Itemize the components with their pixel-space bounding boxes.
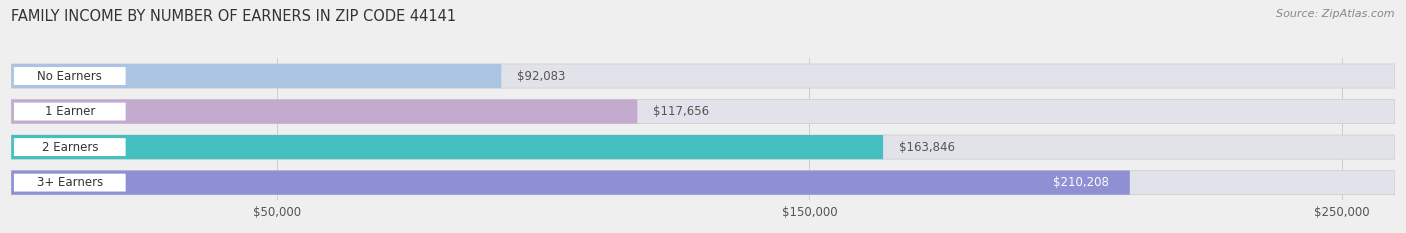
FancyBboxPatch shape: [11, 99, 637, 124]
FancyBboxPatch shape: [11, 135, 883, 159]
Text: No Earners: No Earners: [38, 69, 103, 82]
Text: $92,083: $92,083: [517, 69, 565, 82]
FancyBboxPatch shape: [14, 174, 125, 192]
Text: $210,208: $210,208: [1053, 176, 1108, 189]
Text: Source: ZipAtlas.com: Source: ZipAtlas.com: [1277, 9, 1395, 19]
FancyBboxPatch shape: [11, 135, 1395, 159]
FancyBboxPatch shape: [11, 171, 1395, 195]
FancyBboxPatch shape: [14, 67, 125, 85]
Text: $163,846: $163,846: [898, 140, 955, 154]
Text: $117,656: $117,656: [654, 105, 710, 118]
FancyBboxPatch shape: [14, 138, 125, 156]
Text: FAMILY INCOME BY NUMBER OF EARNERS IN ZIP CODE 44141: FAMILY INCOME BY NUMBER OF EARNERS IN ZI…: [11, 9, 457, 24]
FancyBboxPatch shape: [11, 99, 1395, 124]
Text: 1 Earner: 1 Earner: [45, 105, 96, 118]
Text: 2 Earners: 2 Earners: [42, 140, 98, 154]
Text: 3+ Earners: 3+ Earners: [37, 176, 103, 189]
FancyBboxPatch shape: [11, 64, 1395, 88]
FancyBboxPatch shape: [11, 171, 1130, 195]
FancyBboxPatch shape: [14, 103, 125, 120]
FancyBboxPatch shape: [11, 64, 501, 88]
